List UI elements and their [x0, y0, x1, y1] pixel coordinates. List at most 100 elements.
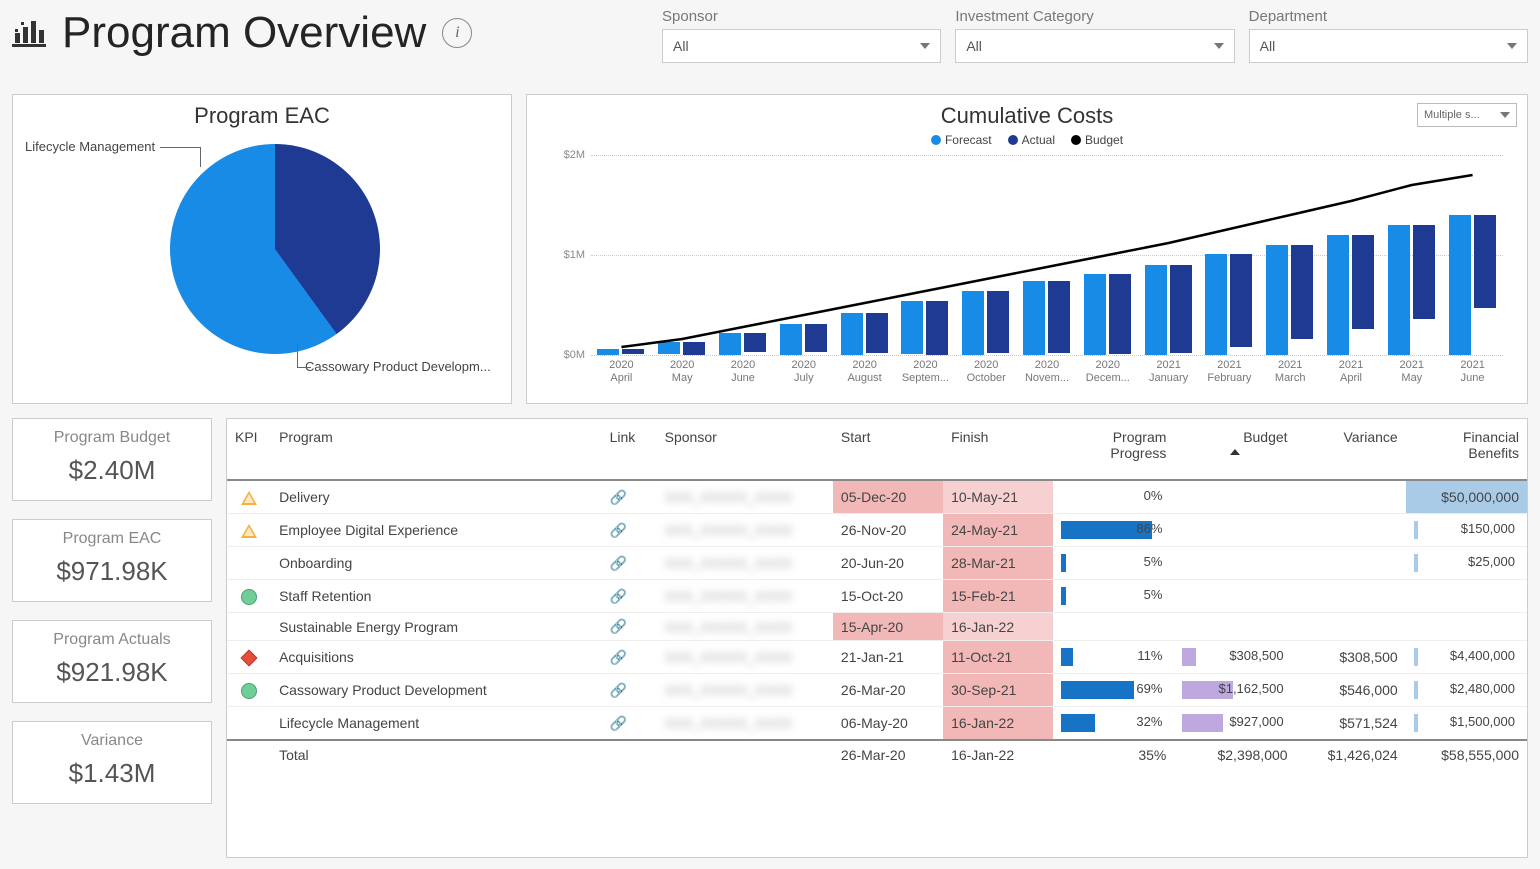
table-row[interactable]: Acquisitions🔗XXX_XXXXX_XXXX21-Jan-2111-O… — [227, 641, 1527, 674]
table-row[interactable]: Staff Retention🔗XXX_XXXXX_XXXX15-Oct-201… — [227, 580, 1527, 613]
bar-group[interactable] — [1145, 265, 1192, 355]
bar-group[interactable] — [1388, 225, 1435, 355]
bar-group[interactable] — [719, 333, 766, 355]
table-header[interactable]: Budget — [1174, 423, 1295, 480]
slicer-investment: Investment Category All — [955, 8, 1234, 63]
bar-group[interactable] — [1449, 215, 1496, 355]
pie-graphic[interactable] — [170, 144, 380, 354]
forecast-bar[interactable] — [1205, 254, 1227, 355]
table-row[interactable]: Cassowary Product Development🔗XXX_XXXXX_… — [227, 674, 1527, 707]
kpi-status-cell — [227, 641, 271, 674]
kpi-card: Variance$1.43M — [12, 721, 212, 804]
table-row[interactable]: Sustainable Energy Program🔗XXX_XXXXX_XXX… — [227, 613, 1527, 641]
table-row[interactable]: Employee Digital Experience🔗XXX_XXXXX_XX… — [227, 514, 1527, 547]
link-icon[interactable]: 🔗 — [610, 682, 627, 698]
forecast-bar[interactable] — [597, 349, 619, 355]
slicer-investment-dropdown[interactable]: All — [955, 29, 1234, 63]
forecast-bar[interactable] — [658, 342, 680, 354]
pie-chart-title: Program EAC — [25, 103, 499, 129]
forecast-bar[interactable] — [841, 313, 863, 355]
actual-bar[interactable] — [987, 291, 1009, 353]
bar-group[interactable] — [1205, 254, 1252, 355]
bar-group[interactable] — [1023, 281, 1070, 355]
actual-bar[interactable] — [1474, 215, 1496, 308]
actual-bar[interactable] — [1109, 274, 1131, 354]
actual-bar[interactable] — [866, 313, 888, 353]
actual-bar[interactable] — [1230, 254, 1252, 347]
combo-chart-plot[interactable]: $0M$1M$2M2020April2020May2020June2020Jul… — [591, 155, 1503, 355]
total-cell: Total — [271, 740, 602, 768]
table-header[interactable]: Link — [602, 423, 657, 480]
progress-cell: 5% — [1053, 547, 1174, 580]
bar-group[interactable] — [1266, 245, 1313, 355]
table-header[interactable]: Finish — [943, 423, 1053, 480]
link-icon[interactable]: 🔗 — [610, 555, 627, 571]
pie-chart[interactable]: Lifecycle Management Cassowary Product D… — [25, 129, 499, 379]
table-header[interactable]: FinancialBenefits — [1406, 423, 1527, 480]
actual-bar[interactable] — [1048, 281, 1070, 353]
bar-group[interactable] — [1327, 235, 1374, 355]
programs-table[interactable]: KPIProgramLinkSponsorStartFinishProgramP… — [227, 423, 1527, 768]
link-icon[interactable]: 🔗 — [610, 489, 627, 505]
legend-actual[interactable]: Actual — [1008, 133, 1055, 147]
bar-group[interactable] — [962, 291, 1009, 355]
kpi-value: $921.98K — [21, 657, 203, 688]
forecast-bar[interactable] — [1388, 225, 1410, 355]
table-header[interactable]: ProgramProgress — [1053, 423, 1174, 480]
forecast-bar[interactable] — [1084, 274, 1106, 355]
forecast-bar[interactable] — [1266, 245, 1288, 355]
chevron-down-icon — [1507, 43, 1517, 49]
actual-bar[interactable] — [1170, 265, 1192, 353]
forecast-bar[interactable] — [1449, 215, 1471, 355]
link-cell: 🔗 — [602, 707, 657, 741]
budget-bar — [1182, 648, 1196, 666]
x-axis-label: 2021March — [1262, 359, 1318, 385]
bar-group[interactable] — [780, 324, 827, 355]
forecast-bar[interactable] — [962, 291, 984, 355]
link-icon[interactable]: 🔗 — [610, 649, 627, 665]
legend-forecast[interactable]: Forecast — [931, 133, 992, 147]
finish-date-cell: 15-Feb-21 — [943, 580, 1053, 613]
bar-group[interactable] — [1084, 274, 1131, 355]
bar-group[interactable] — [658, 342, 705, 355]
actual-bar[interactable] — [622, 349, 644, 354]
combo-chart-dropdown[interactable]: Multiple s... — [1417, 103, 1517, 127]
program-name-cell: Onboarding — [271, 547, 602, 580]
link-icon[interactable]: 🔗 — [610, 588, 627, 604]
table-row[interactable]: Delivery🔗XXX_XXXXX_XXXX05-Dec-2010-May-2… — [227, 480, 1527, 514]
actual-bar[interactable] — [1413, 225, 1435, 319]
bar-group[interactable] — [901, 301, 948, 355]
actual-bar[interactable] — [805, 324, 827, 352]
table-row[interactable]: Lifecycle Management🔗XXX_XXXXX_XXXX06-Ma… — [227, 707, 1527, 741]
forecast-bar[interactable] — [780, 324, 802, 355]
bar-group[interactable] — [841, 313, 888, 355]
table-header[interactable]: Sponsor — [657, 423, 833, 480]
forecast-bar[interactable] — [901, 301, 923, 354]
redacted-text: XXX_XXXXX_XXXX — [665, 522, 793, 538]
bar-group[interactable] — [597, 349, 644, 355]
actual-bar[interactable] — [744, 333, 766, 352]
table-header[interactable]: Variance — [1296, 423, 1406, 480]
link-icon[interactable]: 🔗 — [610, 715, 627, 731]
table-row[interactable]: Onboarding🔗XXX_XXXXX_XXXX20-Jun-2028-Mar… — [227, 547, 1527, 580]
progress-cell: 86% — [1053, 514, 1174, 547]
link-icon[interactable]: 🔗 — [610, 618, 627, 634]
forecast-bar[interactable] — [719, 333, 741, 355]
slicer-sponsor-dropdown[interactable]: All — [662, 29, 941, 63]
forecast-bar[interactable] — [1327, 235, 1349, 355]
actual-bar[interactable] — [1291, 245, 1313, 339]
slicer-department-dropdown[interactable]: All — [1249, 29, 1528, 63]
actual-bar[interactable] — [1352, 235, 1374, 329]
table-header[interactable]: KPI — [227, 423, 271, 480]
table-header[interactable]: Program — [271, 423, 602, 480]
budget-cell: $1,162,500 — [1174, 674, 1295, 707]
forecast-bar[interactable] — [1145, 265, 1167, 355]
info-button[interactable]: i — [442, 18, 472, 48]
link-icon[interactable]: 🔗 — [610, 522, 627, 538]
actual-bar[interactable] — [926, 301, 948, 355]
legend-budget[interactable]: Budget — [1071, 133, 1123, 147]
slicer-department-value: All — [1260, 38, 1276, 54]
actual-bar[interactable] — [683, 342, 705, 355]
table-header[interactable]: Start — [833, 423, 943, 480]
forecast-bar[interactable] — [1023, 281, 1045, 355]
